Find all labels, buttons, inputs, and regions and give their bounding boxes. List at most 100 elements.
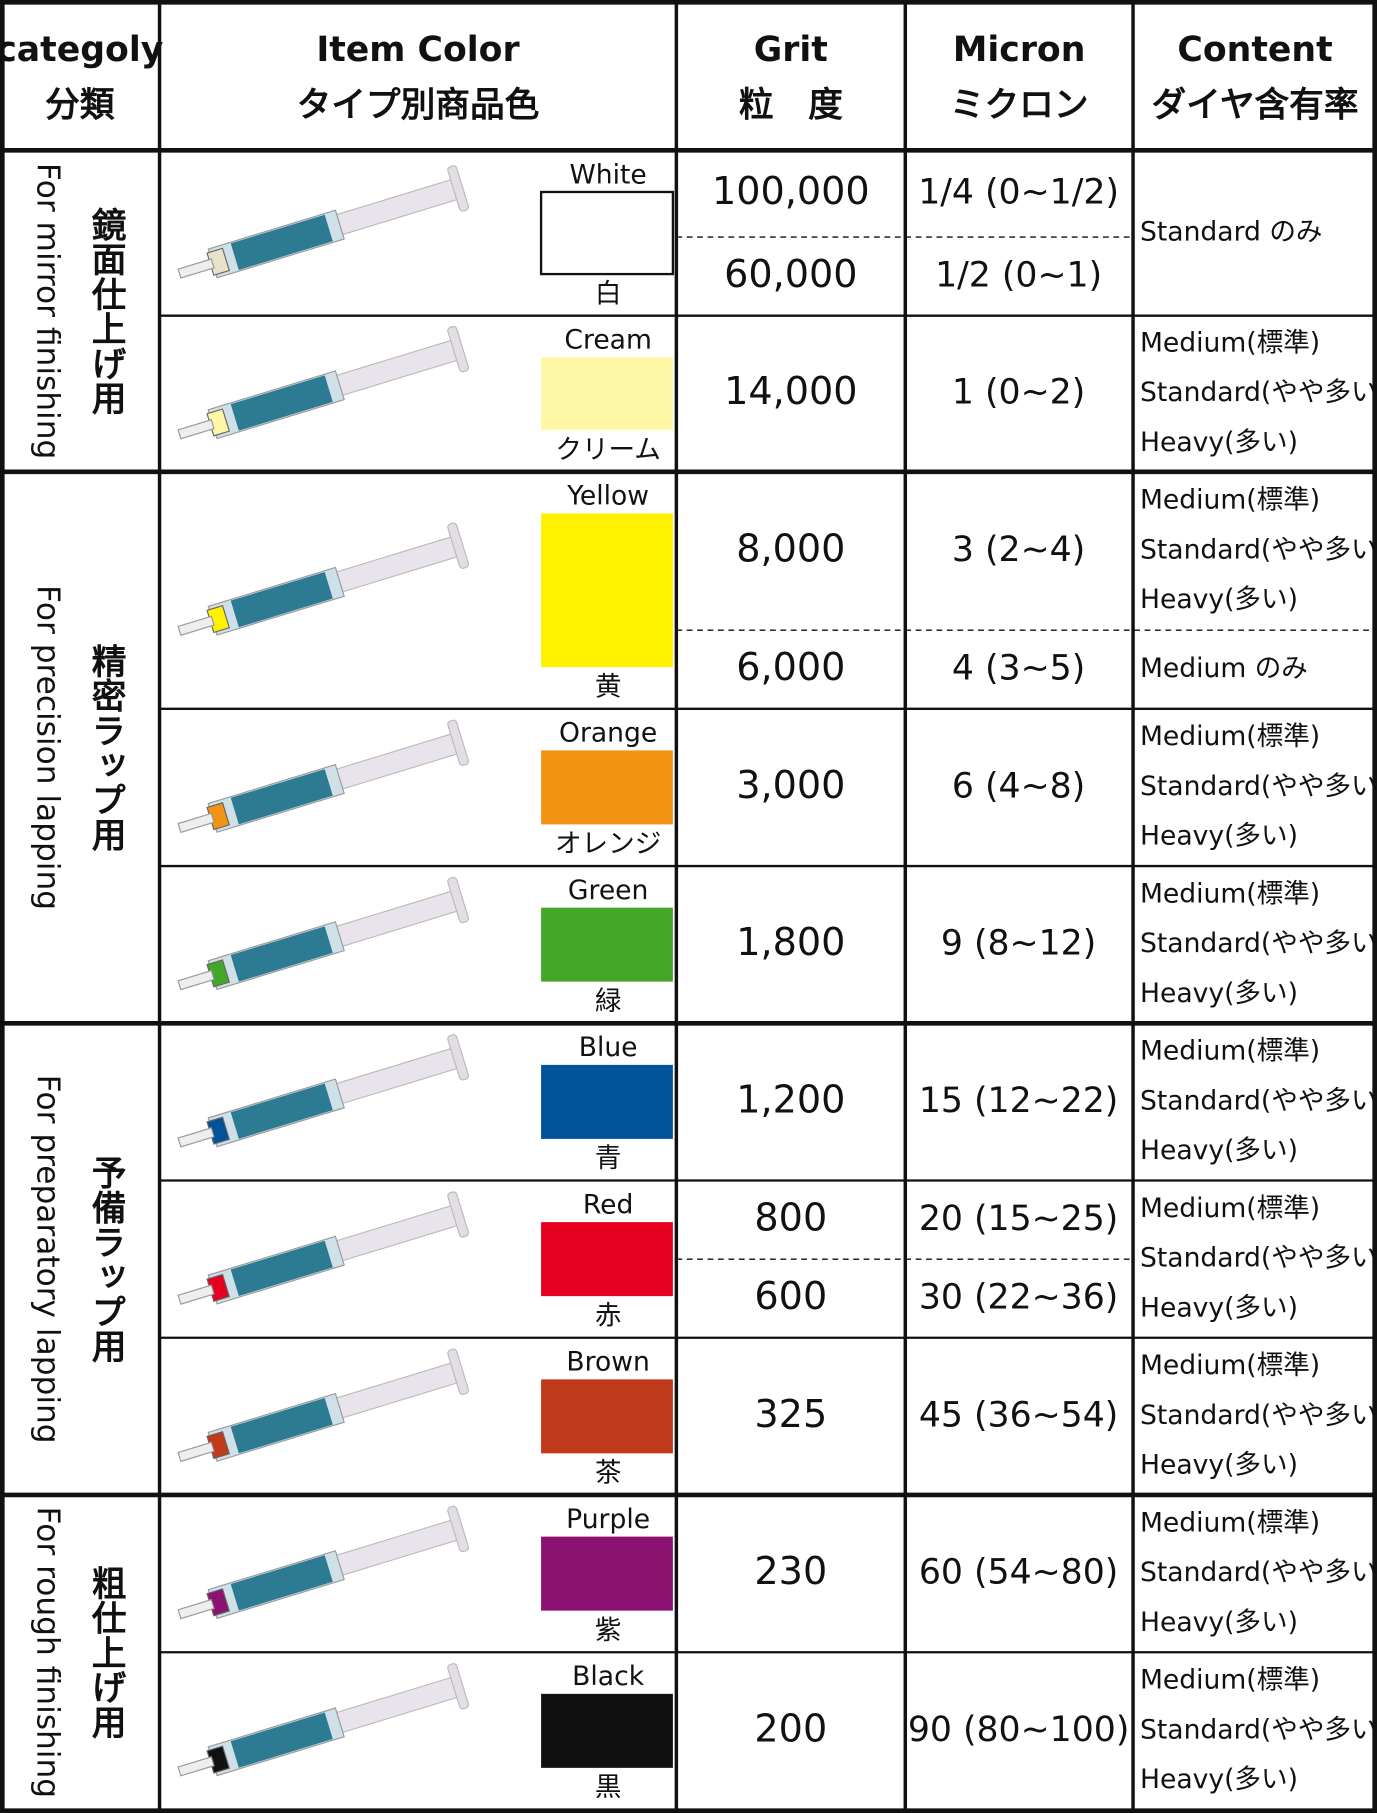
category-en: For mirror finishing: [29, 163, 65, 459]
content: Standard(やや多い): [1140, 1400, 1377, 1431]
plunger: [330, 178, 460, 237]
category-ja: 精密ラップ用: [85, 643, 126, 852]
swatch: [541, 1379, 673, 1454]
nozzle: [177, 812, 215, 834]
content: Standard(やや多い): [1140, 928, 1377, 959]
micron: 1/4 (0~1/2): [918, 173, 1119, 213]
grit: 60,000: [724, 252, 857, 296]
label: [230, 769, 333, 825]
syringe: [177, 719, 470, 834]
content: Heavy(多い): [1140, 1292, 1298, 1323]
content: Standard(やや多い): [1140, 1085, 1377, 1116]
grit: 8,000: [736, 526, 845, 570]
plunger-head: [447, 165, 470, 212]
syringe: [177, 876, 470, 991]
content: Heavy(多い): [1140, 978, 1298, 1009]
header-en: Micron: [953, 30, 1086, 70]
syringe: [177, 1505, 470, 1620]
micron: 3 (2~4): [952, 530, 1085, 570]
label: [230, 214, 333, 270]
content: Standard(やや多い): [1140, 1714, 1377, 1745]
grit: 1,800: [736, 920, 845, 964]
content: Medium(標準): [1140, 1665, 1320, 1696]
color-ja: 紫: [595, 1615, 622, 1646]
header-ja: タイプ別商品色: [297, 85, 540, 125]
grit: 100,000: [712, 169, 870, 213]
header-en: Grit: [754, 30, 828, 70]
nozzle: [177, 419, 215, 440]
syringe: [177, 325, 470, 440]
category-en: For precision lapping: [29, 585, 65, 910]
syringe: [177, 1663, 470, 1777]
color-name: White: [569, 159, 646, 190]
category-ja: 予備ラップ用: [85, 1155, 126, 1364]
plunger: [330, 890, 460, 949]
content: Medium(標準): [1140, 1193, 1320, 1224]
color-ja: 黒: [595, 1772, 622, 1803]
grit: 14,000: [724, 369, 857, 413]
plunger-head: [447, 1505, 470, 1553]
grit: 230: [754, 1549, 827, 1593]
content: Standard(やや多い): [1140, 377, 1377, 408]
micron: 1 (0~2): [952, 373, 1085, 413]
grit: 325: [754, 1392, 827, 1436]
syringe: [177, 165, 470, 279]
content: Medium(標準): [1140, 1350, 1320, 1381]
syringe: [177, 1034, 470, 1148]
header-ja: 粒 度: [739, 85, 843, 125]
content: Heavy(多い): [1140, 1607, 1298, 1638]
plunger-head: [447, 1191, 470, 1238]
content: Medium(標準): [1140, 1507, 1320, 1538]
plunger-head: [447, 325, 470, 373]
plunger: [330, 1361, 460, 1421]
swatch: [541, 1064, 673, 1139]
grit: 3,000: [736, 763, 845, 807]
swatch: [539, 190, 675, 276]
content: Medium(標準): [1140, 721, 1320, 752]
syringe: [177, 522, 470, 636]
label: [230, 926, 333, 982]
nozzle: [177, 1441, 215, 1463]
header-en: Item Color: [316, 30, 519, 70]
nozzle: [177, 258, 215, 279]
content: Standard(やや多い): [1140, 1243, 1377, 1274]
syringe: [177, 1191, 470, 1305]
nozzle: [177, 1756, 215, 1777]
header-en: Content: [1177, 30, 1332, 70]
plunger-head: [447, 1663, 470, 1710]
grit: 600: [754, 1274, 827, 1318]
color-ja: 白: [595, 278, 622, 309]
content: Medium(標準): [1140, 328, 1320, 359]
micron: 1/2 (0~1): [935, 255, 1102, 295]
syringe: [177, 1348, 470, 1463]
swatch: [541, 1693, 673, 1768]
color-ja: 赤: [595, 1300, 622, 1331]
plunger-head: [447, 876, 470, 924]
label: [230, 375, 333, 431]
content: Heavy(多い): [1140, 1450, 1298, 1481]
content: Standard(やや多い): [1140, 771, 1377, 802]
color-name: Brown: [566, 1347, 649, 1378]
content: Heavy(多い): [1140, 584, 1298, 615]
color-name: Black: [572, 1661, 645, 1692]
swatch: [541, 907, 673, 982]
micron: 60 (54~80): [919, 1553, 1118, 1593]
color-name: Green: [568, 875, 648, 906]
grit: 1,200: [736, 1077, 845, 1121]
label: [230, 1555, 333, 1611]
content: Standard のみ: [1140, 217, 1323, 248]
color-name: Yellow: [566, 481, 649, 512]
nozzle: [177, 615, 215, 636]
label: [230, 571, 333, 628]
header-en: categoly: [0, 30, 163, 70]
plunger: [330, 732, 460, 792]
content: Heavy(多い): [1140, 1764, 1298, 1795]
label: [230, 1083, 333, 1139]
plunger: [330, 1204, 460, 1264]
content: Standard(やや多い): [1140, 534, 1377, 565]
plunger-head: [447, 1348, 470, 1395]
color-name: Red: [583, 1189, 633, 1220]
grit: 800: [754, 1195, 827, 1239]
micron: 45 (36~54): [919, 1395, 1118, 1435]
micron: 9 (8~12): [941, 924, 1096, 964]
